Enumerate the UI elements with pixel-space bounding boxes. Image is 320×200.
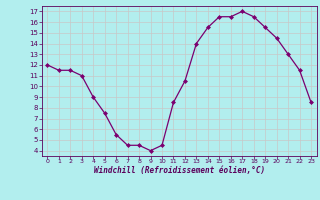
X-axis label: Windchill (Refroidissement éolien,°C): Windchill (Refroidissement éolien,°C): [94, 166, 265, 175]
